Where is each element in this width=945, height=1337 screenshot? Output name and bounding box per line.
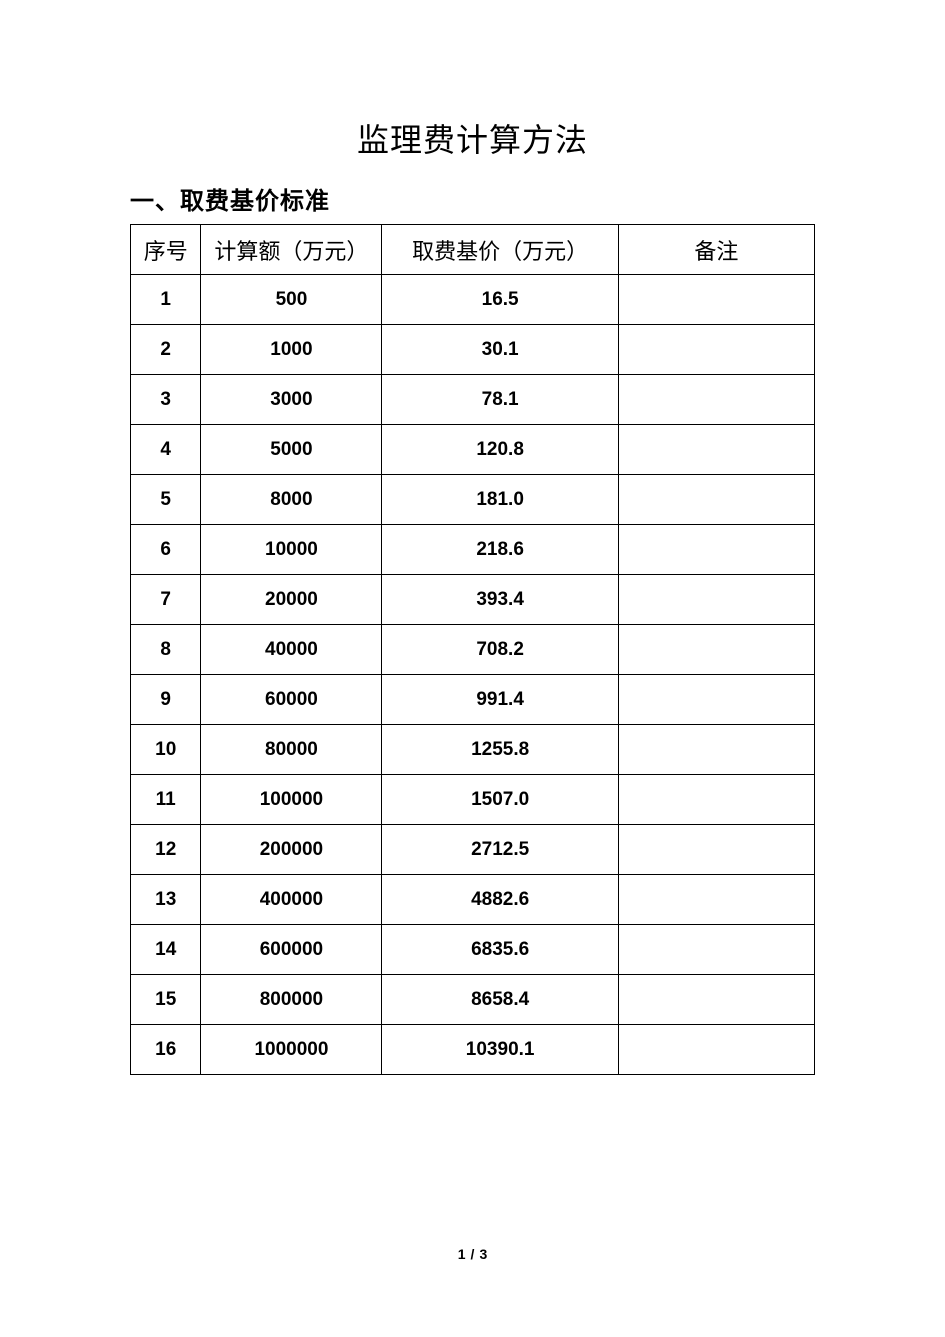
- cell-base: 78.1: [382, 375, 618, 425]
- cell-seq: 7: [131, 575, 201, 625]
- cell-seq: 15: [131, 975, 201, 1025]
- page-title: 监理费计算方法: [130, 115, 815, 161]
- cell-base: 393.4: [382, 575, 618, 625]
- cell-note: [618, 625, 814, 675]
- document-page: 监理费计算方法 一、取费基价标准 序号 计算额（万元） 取费基价（万元） 备注 …: [0, 0, 945, 1075]
- cell-note: [618, 575, 814, 625]
- cell-base: 4882.6: [382, 875, 618, 925]
- cell-seq: 5: [131, 475, 201, 525]
- page-footer: 1/3: [0, 1246, 945, 1262]
- cell-base: 1255.8: [382, 725, 618, 775]
- cell-note: [618, 525, 814, 575]
- table-row: 6 10000 218.6: [131, 525, 815, 575]
- cell-calc: 800000: [201, 975, 382, 1025]
- cell-calc: 3000: [201, 375, 382, 425]
- cell-base: 991.4: [382, 675, 618, 725]
- table-row: 10 80000 1255.8: [131, 725, 815, 775]
- table-row: 3 3000 78.1: [131, 375, 815, 425]
- cell-calc: 400000: [201, 875, 382, 925]
- cell-base: 181.0: [382, 475, 618, 525]
- table-row: 7 20000 393.4: [131, 575, 815, 625]
- cell-calc: 60000: [201, 675, 382, 725]
- cell-note: [618, 975, 814, 1025]
- cell-base: 30.1: [382, 325, 618, 375]
- col-header-note: 备注: [618, 225, 814, 275]
- cell-base: 16.5: [382, 275, 618, 325]
- cell-seq: 16: [131, 1025, 201, 1075]
- cell-calc: 80000: [201, 725, 382, 775]
- cell-note: [618, 375, 814, 425]
- cell-calc: 100000: [201, 775, 382, 825]
- cell-note: [618, 475, 814, 525]
- table-row: 9 60000 991.4: [131, 675, 815, 725]
- cell-base: 120.8: [382, 425, 618, 475]
- cell-note: [618, 825, 814, 875]
- table-row: 8 40000 708.2: [131, 625, 815, 675]
- cell-seq: 14: [131, 925, 201, 975]
- cell-base: 8658.4: [382, 975, 618, 1025]
- cell-calc: 500: [201, 275, 382, 325]
- cell-seq: 8: [131, 625, 201, 675]
- table-row: 13 400000 4882.6: [131, 875, 815, 925]
- cell-calc: 600000: [201, 925, 382, 975]
- cell-seq: 3: [131, 375, 201, 425]
- table-row: 4 5000 120.8: [131, 425, 815, 475]
- cell-base: 708.2: [382, 625, 618, 675]
- cell-note: [618, 1025, 814, 1075]
- cell-calc: 1000000: [201, 1025, 382, 1075]
- cell-note: [618, 875, 814, 925]
- cell-calc: 1000: [201, 325, 382, 375]
- col-header-base: 取费基价（万元）: [382, 225, 618, 275]
- table-row: 11 100000 1507.0: [131, 775, 815, 825]
- table-header-row: 序号 计算额（万元） 取费基价（万元） 备注: [131, 225, 815, 275]
- footer-separator: /: [466, 1246, 480, 1262]
- table-body: 1 500 16.5 2 1000 30.1 3 3000 78.1 4 500…: [131, 275, 815, 1075]
- cell-base: 1507.0: [382, 775, 618, 825]
- cell-note: [618, 725, 814, 775]
- cell-base: 6835.6: [382, 925, 618, 975]
- cell-seq: 11: [131, 775, 201, 825]
- section-heading: 一、取费基价标准: [130, 181, 815, 216]
- cell-base: 2712.5: [382, 825, 618, 875]
- cell-seq: 6: [131, 525, 201, 575]
- cell-seq: 2: [131, 325, 201, 375]
- cell-note: [618, 925, 814, 975]
- cell-seq: 10: [131, 725, 201, 775]
- col-header-seq: 序号: [131, 225, 201, 275]
- table-row: 12 200000 2712.5: [131, 825, 815, 875]
- cell-note: [618, 325, 814, 375]
- cell-base: 218.6: [382, 525, 618, 575]
- cell-calc: 20000: [201, 575, 382, 625]
- col-header-calc: 计算额（万元）: [201, 225, 382, 275]
- footer-current-page: 1: [458, 1246, 466, 1262]
- cell-note: [618, 275, 814, 325]
- cell-seq: 12: [131, 825, 201, 875]
- cell-calc: 200000: [201, 825, 382, 875]
- cell-calc: 10000: [201, 525, 382, 575]
- cell-calc: 40000: [201, 625, 382, 675]
- cell-base: 10390.1: [382, 1025, 618, 1075]
- cell-note: [618, 775, 814, 825]
- table-row: 14 600000 6835.6: [131, 925, 815, 975]
- cell-calc: 8000: [201, 475, 382, 525]
- cell-seq: 1: [131, 275, 201, 325]
- cell-note: [618, 425, 814, 475]
- cell-seq: 4: [131, 425, 201, 475]
- table-row: 2 1000 30.1: [131, 325, 815, 375]
- table-row: 5 8000 181.0: [131, 475, 815, 525]
- fee-base-table: 序号 计算额（万元） 取费基价（万元） 备注 1 500 16.5 2 1000…: [130, 224, 815, 1075]
- table-row: 1 500 16.5: [131, 275, 815, 325]
- footer-total-pages: 3: [479, 1246, 487, 1262]
- cell-calc: 5000: [201, 425, 382, 475]
- table-row: 15 800000 8658.4: [131, 975, 815, 1025]
- table-row: 16 1000000 10390.1: [131, 1025, 815, 1075]
- cell-seq: 13: [131, 875, 201, 925]
- cell-note: [618, 675, 814, 725]
- cell-seq: 9: [131, 675, 201, 725]
